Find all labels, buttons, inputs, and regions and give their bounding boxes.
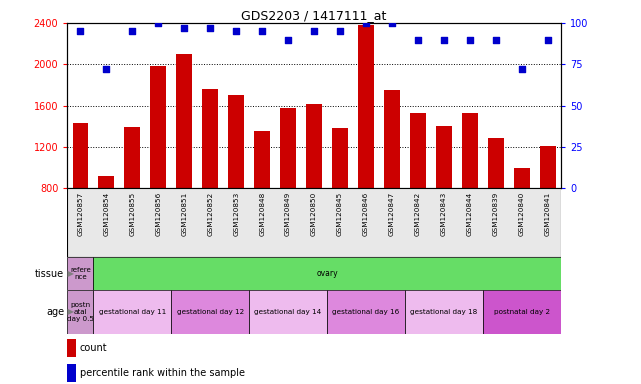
Text: tissue: tissue bbox=[35, 268, 64, 279]
Text: ovary: ovary bbox=[316, 269, 338, 278]
Bar bbox=[67, 339, 76, 356]
Bar bbox=[462, 113, 478, 188]
Point bbox=[465, 36, 475, 43]
Bar bbox=[67, 364, 76, 382]
Text: age: age bbox=[46, 307, 64, 317]
Point bbox=[257, 28, 267, 35]
Text: GSM120842: GSM120842 bbox=[415, 192, 421, 236]
Text: GSM120851: GSM120851 bbox=[181, 192, 187, 236]
Text: GSM120856: GSM120856 bbox=[155, 192, 162, 236]
Text: GSM120850: GSM120850 bbox=[311, 192, 317, 236]
Bar bbox=[99, 176, 114, 188]
Text: GSM120839: GSM120839 bbox=[493, 192, 499, 236]
Text: GSM120847: GSM120847 bbox=[389, 192, 395, 236]
Bar bbox=[514, 167, 529, 188]
Bar bbox=[124, 127, 140, 188]
Point bbox=[127, 28, 137, 35]
Point bbox=[361, 20, 371, 26]
Text: GSM120843: GSM120843 bbox=[441, 192, 447, 236]
Text: GSM120852: GSM120852 bbox=[207, 192, 213, 236]
Point bbox=[205, 25, 215, 31]
Bar bbox=[327, 290, 405, 334]
Text: GSM120846: GSM120846 bbox=[363, 192, 369, 236]
Point bbox=[179, 25, 189, 31]
Bar bbox=[203, 89, 218, 188]
Bar bbox=[254, 131, 270, 188]
Bar bbox=[540, 146, 556, 188]
Bar bbox=[228, 95, 244, 188]
Bar bbox=[358, 25, 374, 188]
Text: gestational day 16: gestational day 16 bbox=[333, 309, 400, 315]
Bar bbox=[384, 90, 400, 188]
Bar bbox=[94, 290, 171, 334]
Text: GSM120857: GSM120857 bbox=[78, 192, 83, 236]
Bar bbox=[67, 257, 94, 290]
Bar bbox=[67, 290, 94, 334]
Text: GSM120849: GSM120849 bbox=[285, 192, 291, 236]
Bar bbox=[436, 126, 452, 188]
Text: gestational day 12: gestational day 12 bbox=[176, 309, 244, 315]
Text: GSM120841: GSM120841 bbox=[545, 192, 551, 236]
Text: gestational day 14: gestational day 14 bbox=[254, 309, 322, 315]
Text: ▶: ▶ bbox=[65, 308, 74, 316]
Bar bbox=[171, 290, 249, 334]
Bar bbox=[151, 66, 166, 188]
Text: ▶: ▶ bbox=[65, 269, 74, 278]
Point bbox=[491, 36, 501, 43]
Text: gestational day 18: gestational day 18 bbox=[410, 309, 478, 315]
Point bbox=[153, 20, 163, 26]
Text: GSM120853: GSM120853 bbox=[233, 192, 239, 236]
Text: GSM120845: GSM120845 bbox=[337, 192, 343, 236]
Bar bbox=[280, 108, 296, 188]
Point bbox=[387, 20, 397, 26]
Point bbox=[335, 28, 345, 35]
Bar bbox=[67, 188, 561, 257]
Point bbox=[543, 36, 553, 43]
Bar bbox=[488, 137, 504, 188]
Text: GSM120854: GSM120854 bbox=[103, 192, 109, 236]
Text: GSM120840: GSM120840 bbox=[519, 192, 525, 236]
Point bbox=[309, 28, 319, 35]
Bar bbox=[72, 123, 88, 188]
Bar bbox=[405, 290, 483, 334]
Point bbox=[75, 28, 85, 35]
Bar bbox=[249, 290, 327, 334]
Bar bbox=[483, 290, 561, 334]
Text: count: count bbox=[79, 343, 107, 353]
Point bbox=[439, 36, 449, 43]
Text: GSM120844: GSM120844 bbox=[467, 192, 473, 236]
Text: postnatal day 2: postnatal day 2 bbox=[494, 309, 550, 315]
Point bbox=[231, 28, 241, 35]
Text: postn
atal
day 0.5: postn atal day 0.5 bbox=[67, 302, 94, 322]
Bar bbox=[410, 113, 426, 188]
Bar bbox=[332, 128, 348, 188]
Bar bbox=[306, 104, 322, 188]
Point bbox=[101, 66, 112, 72]
Title: GDS2203 / 1417111_at: GDS2203 / 1417111_at bbox=[242, 9, 387, 22]
Point bbox=[413, 36, 423, 43]
Text: GSM120855: GSM120855 bbox=[129, 192, 135, 236]
Text: GSM120848: GSM120848 bbox=[259, 192, 265, 236]
Text: refere
nce: refere nce bbox=[70, 267, 90, 280]
Point bbox=[283, 36, 293, 43]
Point bbox=[517, 66, 527, 72]
Bar bbox=[176, 54, 192, 188]
Text: percentile rank within the sample: percentile rank within the sample bbox=[79, 368, 245, 378]
Text: gestational day 11: gestational day 11 bbox=[99, 309, 166, 315]
